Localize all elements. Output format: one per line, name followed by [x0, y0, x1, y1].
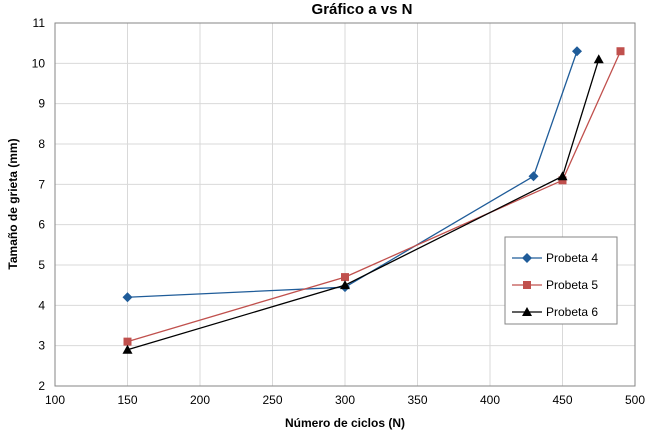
series-line [127, 50, 622, 343]
x-tick-label: 100 [45, 393, 65, 407]
series-line [127, 51, 578, 298]
y-tick-label: 9 [38, 97, 45, 111]
x-axis-label: Número de ciclos (N) [285, 416, 405, 430]
legend-label: Probeta 5 [546, 278, 598, 292]
y-tick-label: 6 [38, 218, 45, 232]
legend-label: Probeta 4 [546, 251, 598, 265]
x-tick-label: 450 [552, 393, 572, 407]
x-tick-label: 500 [625, 393, 645, 407]
x-tick-labels: 100 150 200 250 300 350 400 450 500 [45, 393, 645, 407]
x-tick-label: 200 [190, 393, 210, 407]
x-tick-label: 400 [480, 393, 500, 407]
data-point [340, 280, 350, 290]
chart-title: Gráfico a vs N [312, 1, 413, 18]
y-axis-label: Tamaño de grieta (mm) [6, 138, 20, 269]
x-tick-label: 250 [262, 393, 282, 407]
data-point [558, 176, 567, 185]
data-point [123, 337, 132, 346]
grid [54, 22, 636, 387]
data-point [341, 273, 349, 282]
data-point [122, 292, 133, 303]
legend-marker [522, 307, 532, 316]
data-point [616, 47, 625, 56]
data-point [557, 171, 568, 181]
data-point [528, 171, 539, 182]
legend-item: Probeta 4 [512, 251, 598, 265]
series-line [127, 59, 600, 351]
legend-item: Probeta 6 [512, 305, 598, 319]
x-tick-label: 150 [117, 393, 137, 407]
y-tick-label: 5 [38, 258, 45, 272]
legend-marker [523, 281, 531, 289]
series-layer [122, 46, 625, 354]
y-tick-label: 2 [38, 379, 45, 393]
legend-label: Probeta 6 [546, 305, 598, 319]
y-tick-label: 3 [38, 339, 45, 353]
series-probeta-6 [122, 54, 604, 354]
legend-item: Probeta 5 [512, 278, 598, 292]
data-point [572, 46, 582, 57]
legend-marker [522, 253, 532, 263]
y-tick-label: 11 [33, 16, 46, 30]
series-probeta-5 [123, 47, 625, 346]
x-tick-label: 300 [335, 393, 355, 407]
plot-area-border [54, 22, 636, 387]
y-tick-label: 8 [38, 137, 45, 151]
legend-box [504, 236, 618, 325]
y-tick-label: 7 [38, 177, 45, 191]
y-tick-label: 4 [38, 298, 45, 312]
legend: Probeta 4 Probeta 5 Probeta 6 [504, 236, 618, 325]
y-tick-labels: 2 3 4 5 6 7 8 9 10 11 [32, 16, 46, 393]
y-tick-label: 10 [32, 56, 46, 70]
data-point [122, 344, 133, 354]
data-point [593, 54, 604, 64]
x-tick-label: 350 [407, 393, 427, 407]
